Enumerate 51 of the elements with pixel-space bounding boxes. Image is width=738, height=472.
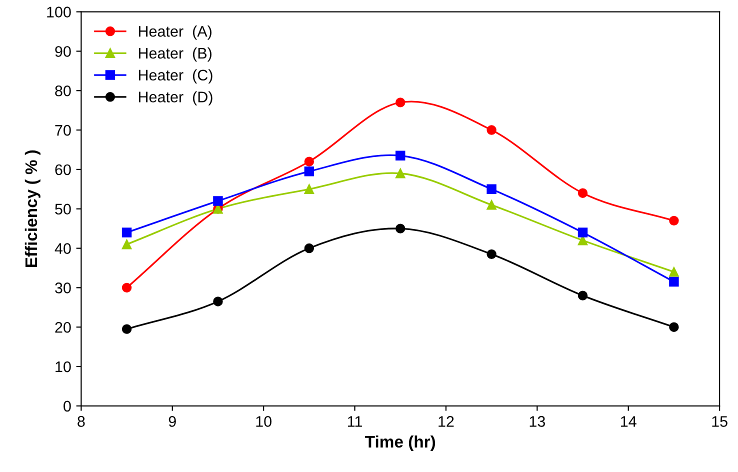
x-axis-title: Time (hr) bbox=[365, 435, 436, 451]
point bbox=[669, 267, 679, 277]
point bbox=[486, 125, 496, 135]
point bbox=[122, 239, 132, 250]
point bbox=[122, 228, 132, 238]
y-tick-label: 70 bbox=[55, 124, 71, 136]
y-tick-label: 80 bbox=[55, 85, 71, 96]
y-tick-label: 20 bbox=[55, 322, 71, 333]
x-tick-label: 9 bbox=[168, 416, 176, 427]
point bbox=[396, 98, 406, 108]
y-tick-label: 100 bbox=[47, 6, 71, 18]
point bbox=[304, 243, 314, 254]
point bbox=[669, 216, 679, 226]
legend-label: Heater (C) bbox=[138, 69, 212, 84]
x-tick-label: 10 bbox=[256, 416, 272, 427]
y-tick-label: 0 bbox=[64, 400, 71, 412]
x-tick-label: 14 bbox=[621, 416, 636, 427]
point bbox=[669, 322, 679, 332]
point bbox=[304, 166, 314, 176]
y-tick-label: 60 bbox=[55, 164, 71, 176]
point bbox=[578, 188, 588, 198]
x-tick-label: 12 bbox=[438, 416, 454, 427]
y-tick-label: 50 bbox=[55, 204, 71, 215]
point bbox=[122, 282, 132, 293]
point bbox=[486, 249, 496, 260]
point bbox=[486, 200, 496, 210]
point bbox=[122, 324, 132, 334]
point bbox=[669, 276, 679, 287]
y-axis-title: Efficiency ( % ) bbox=[24, 150, 40, 268]
point bbox=[213, 296, 223, 306]
y-tick-label: 90 bbox=[55, 46, 71, 57]
point bbox=[578, 290, 588, 300]
y-tick-label: 40 bbox=[54, 243, 71, 254]
x-tick-label: 11 bbox=[348, 416, 362, 427]
point bbox=[578, 236, 588, 246]
point bbox=[396, 224, 406, 234]
legend-label: Heater (B) bbox=[138, 47, 212, 62]
y-tick-label: 10 bbox=[56, 361, 71, 372]
point bbox=[304, 184, 314, 194]
point bbox=[396, 168, 406, 178]
legend-label: Heater (D) bbox=[138, 91, 212, 106]
x-tick-label: 13 bbox=[530, 416, 545, 427]
x-tick-label: 8 bbox=[78, 416, 85, 427]
point bbox=[304, 156, 314, 166]
point bbox=[486, 184, 496, 194]
point bbox=[578, 228, 588, 238]
legend-label: Heater (A) bbox=[138, 26, 212, 40]
x-tick-label: 15 bbox=[712, 416, 728, 427]
y-tick-label: 30 bbox=[55, 282, 71, 294]
point bbox=[213, 196, 223, 206]
point bbox=[396, 150, 406, 161]
